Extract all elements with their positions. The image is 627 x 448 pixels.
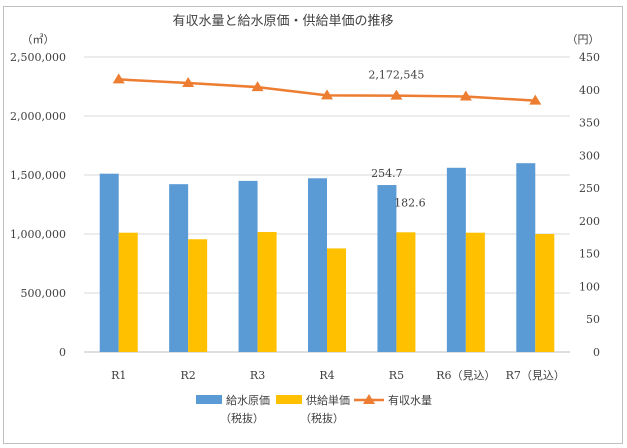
bar-kyokyu-tanka (535, 234, 555, 352)
left-tick-label: 2,500,000 (10, 51, 66, 64)
bar-kyusui-genka (377, 185, 397, 352)
data-label: 254.7 (371, 167, 403, 180)
right-tick-label: 400 (579, 84, 600, 97)
line-marker (459, 90, 472, 101)
left-tick-label: 500,000 (21, 287, 67, 300)
legend-label-sub: （税抜） (300, 411, 344, 425)
legend-label-sub: （税抜） (220, 411, 264, 425)
legend-swatch (196, 395, 222, 404)
x-tick-label: R1 (111, 369, 126, 382)
right-tick-label: 150 (579, 248, 600, 261)
right-axis-unit: （円） (567, 33, 600, 46)
left-tick-label: 1,000,000 (10, 228, 66, 241)
x-tick-label: R5 (389, 369, 404, 382)
bar-kyusui-genka (516, 163, 536, 352)
bar-kyusui-genka (308, 178, 327, 352)
data-label: 2,172,545 (368, 69, 424, 82)
bar-kyokyu-tanka (396, 232, 416, 352)
bar-kyokyu-tanka (188, 239, 208, 352)
left-axis-unit: （㎥） (22, 33, 55, 46)
legend-marker (363, 394, 375, 404)
legend-label: 供給単価 (306, 393, 350, 407)
line-marker (251, 81, 264, 92)
left-tick-label: 0 (59, 346, 66, 359)
data-label: 182.6 (394, 196, 426, 209)
bar-kyusui-genka (446, 167, 466, 352)
line-marker (321, 89, 333, 100)
left-tick-label: 2,000,000 (10, 110, 66, 123)
right-tick-label: 200 (579, 215, 600, 228)
legend-label: 給水原価 (226, 393, 270, 407)
bar-kyusui-genka (238, 180, 258, 352)
right-tick-label: 50 (586, 313, 600, 326)
x-tick-label: R3 (250, 369, 265, 382)
x-tick-label: R2 (181, 369, 196, 382)
bar-kyusui-genka (99, 173, 119, 352)
gridlines (84, 56, 570, 353)
bar-kyusui-genka (169, 184, 189, 352)
left-tick-label: 1,500,000 (10, 169, 66, 182)
line-marker (112, 73, 125, 84)
x-tick-label: R4 (319, 369, 334, 382)
bar-kyokyu-tanka (257, 232, 277, 352)
right-tick-label: 300 (579, 149, 600, 162)
x-tick-label: R7（見込） (506, 369, 565, 382)
bars-group (99, 163, 555, 352)
line-marker (529, 94, 542, 105)
right-tick-label: 0 (593, 346, 600, 359)
bar-kyokyu-tanka (327, 248, 346, 352)
bar-kyokyu-tanka (118, 232, 138, 352)
bar-kyokyu-tanka (465, 232, 485, 352)
line-marker (182, 76, 195, 87)
line-group (112, 73, 542, 105)
axis-labels: 0 500,000 1,000,000 1,500,000 2,000,000 2,500… (10, 51, 600, 382)
right-tick-label: 250 (579, 182, 600, 195)
legend-label: 有収水量 (388, 393, 432, 407)
line-marker (390, 89, 403, 100)
chart-title: 有収水量と給水原価・供給単価の推移 (172, 13, 393, 29)
legend-swatch (276, 395, 302, 404)
x-tick-label: R6（見込） (436, 369, 495, 382)
right-tick-label: 350 (579, 117, 600, 130)
right-tick-label: 100 (579, 280, 600, 293)
right-tick-label: 450 (579, 51, 600, 64)
legend: 給水原価 （税抜） 供給単価 （税抜） 有収水量 (196, 393, 432, 425)
